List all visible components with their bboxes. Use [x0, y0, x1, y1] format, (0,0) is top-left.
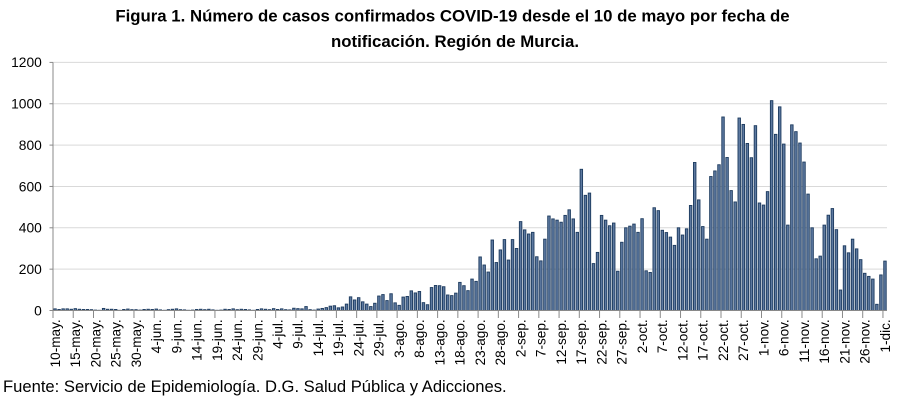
svg-text:1200: 1200	[11, 55, 42, 70]
svg-text:12-oct.: 12-oct.	[675, 319, 690, 361]
svg-text:6-nov.: 6-nov.	[777, 319, 792, 356]
svg-text:notificación. Región de Murcia: notificación. Región de Murcia.	[331, 32, 579, 51]
svg-text:1000: 1000	[11, 97, 42, 112]
svg-text:4-jun.: 4-jun.	[149, 319, 164, 353]
svg-text:0: 0	[34, 303, 42, 318]
svg-text:23-ago.: 23-ago.	[473, 319, 488, 365]
svg-text:600: 600	[19, 179, 42, 194]
svg-text:Fuente: Servicio de Epidemiolo: Fuente: Servicio de Epidemiología. D.G. …	[3, 377, 507, 396]
svg-text:8-ago.: 8-ago.	[412, 319, 427, 358]
svg-text:16-nov.: 16-nov.	[817, 319, 832, 363]
svg-text:29-jul.: 29-jul.	[372, 319, 387, 356]
svg-text:29-jun.: 29-jun.	[250, 319, 265, 361]
svg-text:19-jul.: 19-jul.	[331, 319, 346, 356]
svg-text:7-sep.: 7-sep.	[534, 319, 549, 357]
svg-text:17-sep.: 17-sep.	[574, 319, 589, 364]
svg-text:28-ago.: 28-ago.	[493, 319, 508, 365]
svg-text:1-dic.: 1-dic.	[878, 319, 893, 352]
svg-text:20-may.: 20-may.	[88, 319, 103, 367]
svg-text:9-jul.: 9-jul.	[291, 319, 306, 348]
svg-text:800: 800	[19, 138, 42, 153]
svg-text:27-sep.: 27-sep.	[615, 319, 630, 364]
svg-text:21-nov.: 21-nov.	[837, 319, 852, 363]
svg-text:Figura 1. Número de casos conf: Figura 1. Número de casos confirmados CO…	[115, 7, 789, 26]
svg-text:25-may.: 25-may.	[109, 319, 124, 367]
svg-text:2-sep.: 2-sep.	[513, 319, 528, 357]
svg-text:1-nov.: 1-nov.	[756, 319, 771, 356]
svg-text:27-oct.: 27-oct.	[736, 319, 751, 361]
svg-text:11-nov.: 11-nov.	[797, 319, 812, 362]
svg-text:15-may.: 15-may.	[68, 319, 83, 367]
svg-text:26-nov.: 26-nov.	[858, 319, 873, 363]
svg-text:13-ago.: 13-ago.	[432, 319, 447, 365]
svg-text:22-oct.: 22-oct.	[716, 319, 731, 361]
svg-text:24-jul.: 24-jul.	[351, 319, 366, 356]
svg-text:19-jun.: 19-jun.	[210, 319, 225, 361]
svg-text:4-jul.: 4-jul.	[270, 319, 285, 348]
svg-text:22-sep.: 22-sep.	[594, 319, 609, 364]
svg-text:17-oct.: 17-oct.	[696, 319, 711, 361]
svg-text:10-may.: 10-may.	[48, 319, 63, 367]
svg-text:12-sep.: 12-sep.	[554, 319, 569, 364]
svg-text:30-may.: 30-may.	[129, 319, 144, 367]
svg-text:3-ago.: 3-ago.	[392, 319, 407, 358]
svg-text:400: 400	[19, 221, 42, 236]
svg-text:200: 200	[19, 262, 42, 277]
svg-text:14-jul.: 14-jul.	[311, 319, 326, 356]
svg-text:9-jun.: 9-jun.	[169, 319, 184, 353]
svg-text:2-oct.: 2-oct.	[635, 319, 650, 353]
svg-text:14-jun.: 14-jun.	[190, 319, 205, 361]
svg-text:18-ago.: 18-ago.	[453, 319, 468, 365]
svg-text:24-jun.: 24-jun.	[230, 319, 245, 361]
svg-text:7-oct.: 7-oct.	[655, 319, 670, 353]
